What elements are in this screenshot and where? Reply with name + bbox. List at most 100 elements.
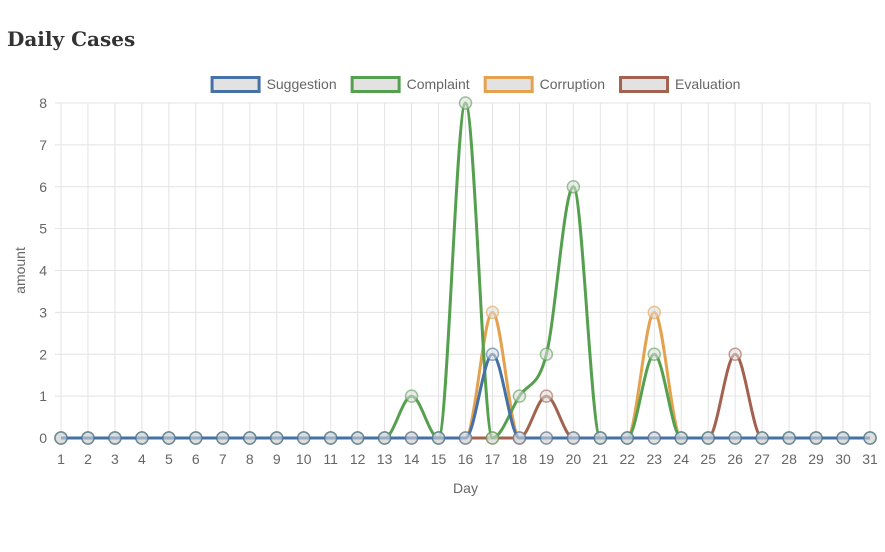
data-point-suggestion[interactable]	[539, 431, 554, 445]
x-tick-label: 16	[458, 451, 474, 467]
legend-swatch-evaluation	[619, 76, 670, 93]
y-tick-label: 2	[39, 346, 47, 362]
y-tick-label: 6	[39, 179, 47, 195]
chart-grid	[55, 102, 871, 444]
x-tick-label: 14	[404, 451, 420, 467]
y-axis-title: amount	[12, 247, 28, 294]
chart-series	[54, 96, 877, 445]
data-point-suggestion[interactable]	[863, 431, 877, 445]
x-axis-title: Day	[453, 480, 478, 496]
y-tick-label: 5	[39, 221, 47, 237]
page-title: Daily Cases	[7, 27, 136, 51]
legend-swatch-complaint	[350, 76, 401, 93]
x-tick-label: 9	[273, 451, 281, 467]
legend-label-corruption: Corruption	[540, 76, 605, 92]
x-tick-label: 27	[754, 451, 770, 467]
series-suggestion	[54, 347, 877, 445]
legend-item-evaluation[interactable]: Evaluation	[619, 76, 741, 93]
data-point-suggestion[interactable]	[782, 431, 796, 445]
x-tick-label: 26	[727, 451, 743, 467]
data-point-suggestion[interactable]	[350, 431, 365, 445]
legend-label-evaluation: Evaluation	[675, 76, 740, 92]
data-point-complaint[interactable]	[512, 389, 527, 403]
data-point-suggestion[interactable]	[809, 431, 823, 445]
data-point-suggestion[interactable]	[566, 431, 581, 445]
y-tick-label: 0	[39, 430, 47, 446]
x-tick-label: 28	[781, 451, 797, 467]
data-point-suggestion[interactable]	[512, 431, 527, 445]
x-tick-label: 24	[673, 451, 689, 467]
y-tick-label: 4	[39, 263, 47, 279]
x-tick-label: 3	[111, 451, 119, 467]
data-point-complaint[interactable]	[458, 96, 473, 110]
data-point-suggestion[interactable]	[620, 431, 635, 445]
data-point-suggestion[interactable]	[81, 431, 95, 445]
legend-item-suggestion[interactable]: Suggestion	[210, 76, 337, 93]
data-point-suggestion[interactable]	[431, 431, 446, 445]
data-point-complaint[interactable]	[566, 180, 581, 194]
x-tick-label: 13	[377, 451, 393, 467]
data-point-suggestion[interactable]	[108, 431, 122, 445]
data-point-suggestion[interactable]	[296, 431, 311, 445]
data-point-suggestion[interactable]	[755, 431, 769, 445]
x-tick-label: 30	[835, 451, 851, 467]
data-point-suggestion[interactable]	[162, 431, 176, 445]
x-tick-label: 1	[57, 451, 65, 467]
data-point-suggestion[interactable]	[593, 431, 608, 445]
legend-item-complaint[interactable]: Complaint	[350, 76, 470, 93]
x-tick-label: 25	[700, 451, 716, 467]
legend-swatch-corruption	[483, 76, 534, 93]
x-tick-label: 11	[323, 451, 338, 467]
data-point-suggestion[interactable]	[701, 431, 715, 445]
x-tick-label: 8	[246, 451, 254, 467]
legend-label-suggestion: Suggestion	[267, 76, 337, 92]
data-point-corruption[interactable]	[485, 305, 500, 320]
x-tick-label: 31	[862, 451, 878, 467]
legend-swatch-suggestion	[210, 76, 261, 93]
data-point-suggestion[interactable]	[485, 347, 500, 361]
y-tick-label: 1	[39, 388, 47, 404]
data-point-suggestion[interactable]	[243, 431, 257, 445]
data-point-evaluation[interactable]	[728, 347, 742, 361]
data-point-suggestion[interactable]	[377, 431, 392, 445]
x-tick-label: 20	[566, 451, 582, 467]
data-point-complaint[interactable]	[539, 347, 554, 361]
chart-axes: 1 2 3 4 5 6 7 8 9 10 11 12 13 14 15 16 17 18 19 20 21 22 23 24 2…	[39, 95, 878, 467]
data-point-suggestion[interactable]	[647, 431, 662, 445]
x-tick-label: 18	[512, 451, 528, 467]
data-point-complaint[interactable]	[404, 389, 419, 403]
data-point-suggestion[interactable]	[135, 431, 149, 445]
x-tick-label: 23	[646, 451, 662, 467]
data-point-suggestion[interactable]	[216, 431, 230, 445]
legend-label-complaint: Complaint	[407, 76, 470, 92]
data-point-evaluation[interactable]	[539, 389, 554, 403]
data-point-suggestion[interactable]	[458, 431, 473, 445]
x-tick-label: 19	[539, 451, 555, 467]
x-tick-label: 15	[431, 451, 447, 467]
data-point-suggestion[interactable]	[54, 431, 68, 445]
data-point-complaint[interactable]	[647, 347, 662, 361]
chart-legend: Suggestion Complaint Corruption Evaluation	[210, 76, 741, 93]
data-point-suggestion[interactable]	[269, 431, 284, 445]
x-tick-label: 4	[138, 451, 146, 467]
data-point-suggestion[interactable]	[323, 431, 338, 445]
x-tick-label: 21	[593, 451, 609, 467]
data-point-suggestion[interactable]	[836, 431, 850, 445]
data-point-suggestion[interactable]	[404, 431, 419, 445]
data-point-suggestion[interactable]	[674, 431, 688, 445]
legend-item-corruption[interactable]: Corruption	[483, 76, 605, 93]
x-tick-label: 10	[296, 451, 312, 467]
x-tick-label: 12	[350, 451, 366, 467]
x-tick-label: 5	[165, 451, 173, 467]
x-tick-label: 29	[808, 451, 824, 467]
data-point-complaint[interactable]	[485, 431, 500, 445]
data-point-corruption[interactable]	[647, 305, 662, 320]
x-tick-label: 2	[84, 451, 92, 467]
data-point-suggestion[interactable]	[728, 431, 742, 445]
y-tick-label: 3	[39, 304, 47, 320]
x-tick-label: 22	[620, 451, 636, 467]
x-tick-label: 6	[192, 451, 200, 467]
y-tick-label: 7	[39, 137, 47, 153]
data-point-suggestion[interactable]	[189, 431, 203, 445]
